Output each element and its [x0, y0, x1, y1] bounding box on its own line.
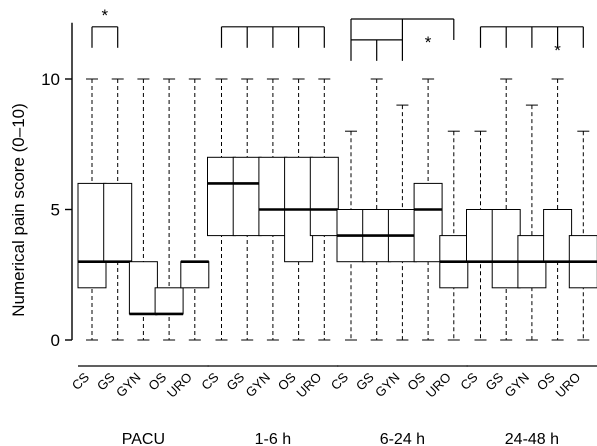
x-tick-label: GYN	[113, 370, 144, 401]
significance-marker: *	[102, 6, 109, 25]
group-label: 1-6 h	[255, 431, 291, 446]
box-iqr	[466, 209, 495, 263]
x-tick-label: CS	[69, 369, 93, 393]
y-tick-label: 10	[41, 70, 60, 89]
x-tick-label: CS	[198, 369, 222, 393]
significance-marker: *	[425, 33, 432, 52]
box-iqr	[128, 261, 158, 315]
x-tick-label: GYN	[242, 370, 273, 401]
box-iqr	[232, 156, 262, 237]
y-tick-label: 0	[51, 331, 60, 350]
x-tick-label: URO	[293, 370, 324, 401]
y-axis-label: Numerical pain score (0–10)	[9, 103, 28, 317]
x-tick-label: CS	[457, 369, 481, 393]
x-tick-label: CS	[328, 369, 352, 393]
x-tick-label: GYN	[501, 370, 532, 401]
group-label: 24-48 h	[505, 431, 559, 446]
y-tick-label: 5	[51, 201, 60, 220]
box-iqr	[491, 209, 521, 289]
box-iqr	[413, 182, 443, 263]
x-tick-label: GYN	[372, 370, 403, 401]
box-iqr	[180, 261, 210, 289]
x-tick-label: URO	[552, 370, 583, 401]
box-iqr	[207, 156, 236, 237]
box-iqr	[77, 182, 107, 289]
x-tick-label: URO	[423, 370, 454, 401]
box-iqr	[258, 156, 288, 237]
group-label: 6-24 h	[380, 431, 425, 446]
group-label: PACU	[122, 431, 165, 446]
box-iqr	[543, 209, 573, 263]
box-iqr	[103, 182, 133, 263]
x-tick-label: URO	[164, 370, 195, 401]
significance-marker: *	[554, 41, 561, 60]
box-iqr	[154, 287, 184, 315]
box-iqr	[309, 156, 339, 237]
